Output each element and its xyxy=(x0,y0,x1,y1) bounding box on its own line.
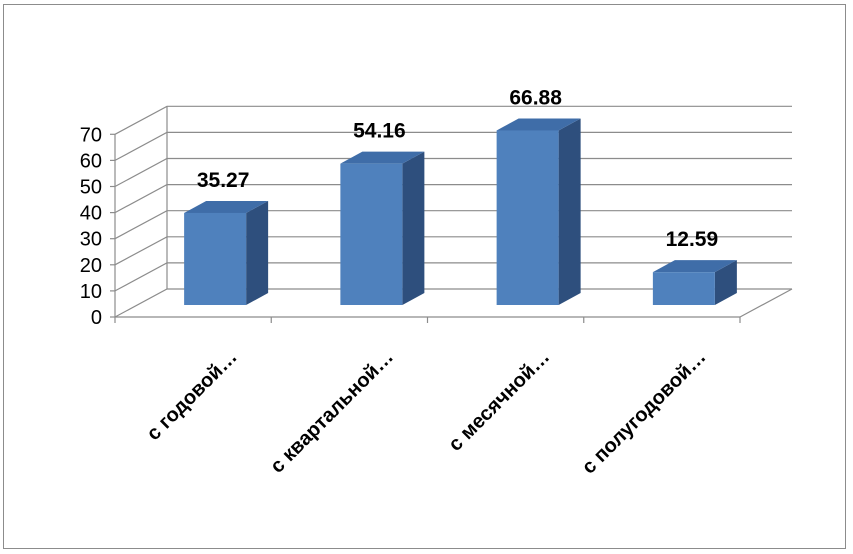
x-category-label: с годовой… xyxy=(143,346,242,445)
bar xyxy=(496,118,581,305)
x-category-label: с квартальной… xyxy=(266,346,398,478)
bar-side xyxy=(246,200,269,305)
bar-front xyxy=(496,130,559,305)
bars xyxy=(184,118,737,305)
gridline xyxy=(114,131,792,161)
y-tick-label: 70 xyxy=(80,124,102,146)
data-label: 54.16 xyxy=(353,120,406,143)
data-label: 66.88 xyxy=(509,86,562,109)
y-tick-label: 40 xyxy=(80,203,102,225)
bar-top xyxy=(652,260,737,273)
y-axis-ticks: 0 10 20 30 40 50 60 70 xyxy=(80,124,102,329)
x-category-label: с полугодовой… xyxy=(578,346,711,479)
bar-side xyxy=(714,260,737,305)
x-axis-categories: с годовой… с квартальной… с месячной… с пол… xyxy=(143,346,711,479)
bar-side xyxy=(558,118,581,305)
floor-right-edge xyxy=(739,288,793,318)
y-tick-label: 10 xyxy=(80,281,102,303)
bar-front xyxy=(652,272,715,305)
gridlines xyxy=(110,105,793,323)
y-tick-label: 50 xyxy=(80,177,102,199)
data-label: 35.27 xyxy=(197,169,250,192)
data-label: 12.59 xyxy=(666,228,719,251)
bar xyxy=(184,200,269,305)
bar-side xyxy=(402,151,425,305)
bar-top xyxy=(496,118,581,131)
y-tick-label: 60 xyxy=(80,150,102,172)
bar xyxy=(652,260,737,305)
bar-top xyxy=(184,200,269,213)
y-tick-label: 30 xyxy=(80,229,102,251)
data-labels: 35.27 54.16 66.88 12.59 xyxy=(197,86,718,251)
x-category-label: с месячной… xyxy=(444,346,554,456)
y-tick-label: 20 xyxy=(80,255,102,277)
y-tick-label: 0 xyxy=(91,307,102,329)
bar-top xyxy=(340,151,425,164)
bar xyxy=(340,151,425,305)
bar-front xyxy=(184,212,247,305)
bar-front xyxy=(340,163,403,305)
gridline xyxy=(114,105,792,135)
